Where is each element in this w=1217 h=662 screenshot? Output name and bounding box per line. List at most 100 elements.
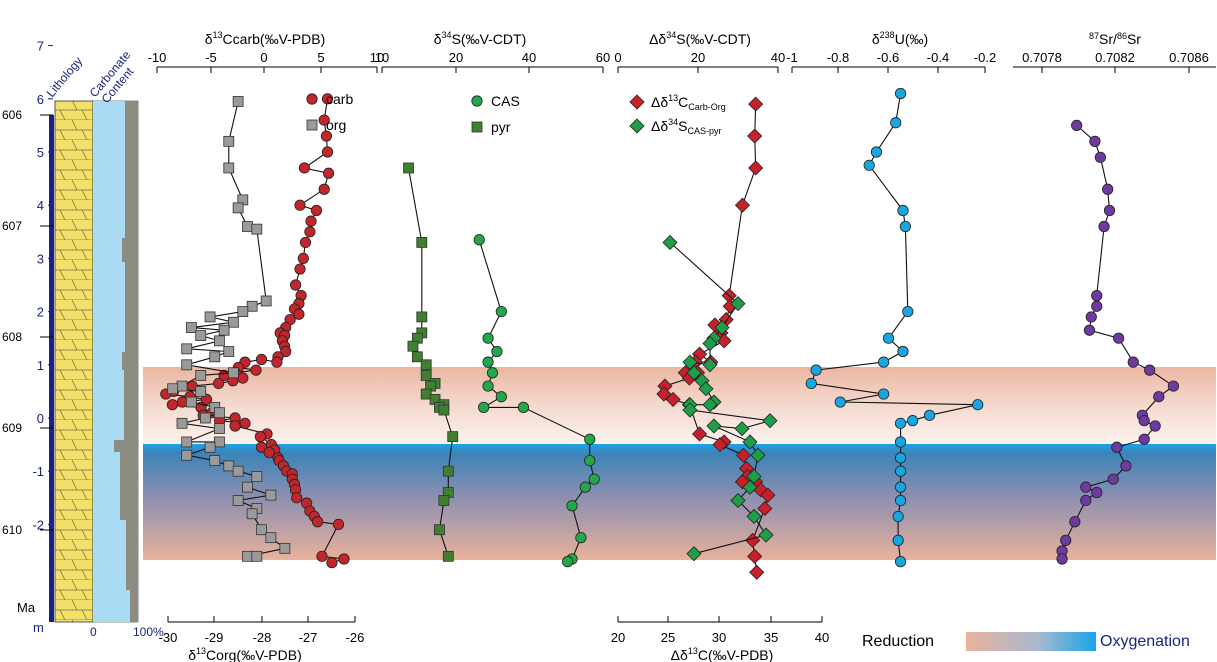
strontium-87Sr/86Sr-point bbox=[1069, 516, 1081, 528]
strontium-87Sr/86Sr-point bbox=[1085, 311, 1097, 323]
legend-cas-marker bbox=[471, 95, 483, 107]
delta-Δδ34SCAS-pyr-point bbox=[758, 527, 774, 543]
carb-org-carb-point bbox=[320, 130, 332, 142]
delta-Δδ34SCAS-pyr-point bbox=[682, 354, 698, 370]
carb-org-carb-point bbox=[213, 377, 225, 390]
carb-org-carb-point bbox=[321, 146, 334, 158]
carb-org-org-point bbox=[181, 343, 193, 355]
uranium-δ238U-point bbox=[878, 388, 890, 400]
strontium-87Sr/86Sr-point bbox=[1071, 119, 1083, 132]
carb-org-carb-point bbox=[338, 553, 350, 565]
legend-cas-label: CAS bbox=[491, 93, 520, 109]
sulfur-top-axis-title: δ34S(‰V-CDT) bbox=[434, 30, 526, 47]
carb-org-org-point bbox=[228, 367, 239, 379]
sulfur-CAS-point bbox=[491, 345, 503, 358]
delta-Δδ13CCarb-Org-point bbox=[749, 564, 765, 580]
strontium-87Sr/86Sr-point bbox=[1091, 300, 1103, 312]
carb-org-org-point bbox=[176, 380, 188, 392]
uranium-δ238U-point bbox=[894, 465, 907, 477]
carb-org-org-point bbox=[181, 449, 193, 461]
strontium-top-tick-label: 0.7082 bbox=[1095, 50, 1135, 65]
strontium-87Sr/86Sr-point bbox=[1103, 204, 1116, 217]
carb-org-carb-point bbox=[310, 204, 323, 217]
carb-org-carb-point bbox=[294, 263, 306, 275]
carb-org-bottom-tick-label: -30 bbox=[159, 630, 178, 645]
carb-org-carb-point bbox=[305, 215, 317, 227]
delta-Δδ13CCarb-Org-point bbox=[748, 160, 764, 176]
legend-pyr-label: pyr bbox=[491, 119, 511, 135]
carb-org-org-point bbox=[256, 524, 267, 536]
delta-top-axis-title: Δδ34S(‰V-CDT) bbox=[649, 30, 751, 47]
carb-org-org-point bbox=[195, 330, 207, 341]
sulfur-CAS-point bbox=[584, 433, 596, 445]
carb-org-org-point bbox=[228, 316, 239, 328]
carb-org-org-point bbox=[265, 532, 277, 544]
uranium-δ238U-point bbox=[810, 364, 822, 376]
age-tick-label: 610 bbox=[2, 523, 22, 537]
depth-tick-label: 3 bbox=[37, 251, 44, 266]
delta-Δδ34SCAS-pyr-point bbox=[686, 365, 702, 381]
carb-org-carb-point bbox=[311, 516, 324, 528]
carb-org-org-point bbox=[251, 223, 263, 235]
sulfur-top-tick-label: 20 bbox=[449, 50, 463, 65]
carb-org-bottom-tick-label: -27 bbox=[299, 630, 318, 645]
age-tick-label: 608 bbox=[2, 330, 22, 344]
carb-org-org-point bbox=[251, 471, 263, 482]
delta-Δδ13CCarb-Org-point bbox=[665, 391, 681, 407]
delta-Δδ34SCAS-pyr-point bbox=[702, 335, 718, 352]
strontium-87Sr/86Sr-point bbox=[1091, 486, 1103, 499]
sulfur-CAS-point bbox=[562, 556, 574, 568]
uranium-δ238U-point bbox=[882, 332, 895, 344]
uranium-δ238U-point bbox=[972, 399, 984, 411]
carb-org-org-point bbox=[242, 481, 253, 493]
oxygenation-band bbox=[143, 444, 1216, 560]
age-tick-label: 607 bbox=[2, 219, 22, 233]
carb-org-carb-point bbox=[294, 199, 306, 211]
carb-org-carb-point bbox=[304, 226, 316, 238]
sulfur-pyr-point bbox=[434, 524, 445, 536]
carb-org-org-point bbox=[279, 542, 291, 554]
carb-org-org-point bbox=[232, 465, 244, 477]
delta-Δδ34SCAS-pyr-point bbox=[730, 296, 746, 312]
carb-org-carb-point bbox=[280, 345, 292, 358]
strontium-87Sr/86Sr-point bbox=[1094, 151, 1107, 163]
uranium-δ238U-point bbox=[870, 146, 883, 158]
uranium-top-axis-title: δ238U(‰) bbox=[872, 30, 928, 47]
delta-Δδ34SCAS-pyr-point bbox=[730, 492, 746, 509]
legend-d34s-label: Δδ34SCAS-pyr bbox=[651, 117, 722, 136]
carb-org-org-point bbox=[181, 359, 193, 371]
carb-org-org-point bbox=[195, 370, 207, 381]
carb-org-org-point bbox=[237, 306, 249, 318]
carb-org-top-tick-label: 5 bbox=[317, 50, 324, 65]
delta-Δδ34SCAS-pyr-point bbox=[698, 381, 714, 397]
sulfur-CAS-point bbox=[517, 401, 530, 413]
sulfur-pyr-point bbox=[442, 550, 454, 562]
strontium-87Sr/86Sr-point bbox=[1102, 183, 1114, 195]
depth-tick-label: -2 bbox=[32, 517, 44, 532]
age-tick-label: 606 bbox=[2, 108, 22, 122]
sulfur-pyr-point bbox=[416, 237, 428, 248]
carb-org-carb-point bbox=[166, 399, 178, 411]
depth-tick-label: 5 bbox=[37, 145, 44, 160]
delta-bottom-tick-label: 25 bbox=[661, 630, 675, 645]
sulfur-CAS-point bbox=[473, 234, 485, 246]
legend-org-marker bbox=[306, 119, 318, 131]
strontium-87Sr/86Sr-point bbox=[1138, 415, 1150, 427]
uranium-top-tick-label: -0.8 bbox=[827, 50, 849, 65]
strontium-87Sr/86Sr-point bbox=[1091, 290, 1103, 302]
sulfur-CAS-point bbox=[478, 401, 490, 413]
carb-org-org-point bbox=[242, 550, 253, 562]
uranium-top-tick-label: -0.6 bbox=[877, 50, 899, 65]
carb-org-carb-point bbox=[291, 492, 303, 504]
legend-oxygenation-label: Oxygenation bbox=[1100, 633, 1190, 650]
carb-org-org-point bbox=[204, 311, 216, 323]
carb-org-org-point bbox=[181, 436, 193, 448]
uranium-δ238U-point bbox=[892, 510, 904, 523]
delta-Δδ34SCAS-pyr-point bbox=[734, 421, 750, 437]
carb-org-org-point bbox=[223, 460, 235, 472]
strontium-87Sr/86Sr-point bbox=[1080, 494, 1092, 507]
carb-org-org-point bbox=[223, 135, 235, 147]
delta-top-tick-label: 0 bbox=[614, 50, 621, 65]
uranium-δ238U-point bbox=[894, 87, 907, 100]
